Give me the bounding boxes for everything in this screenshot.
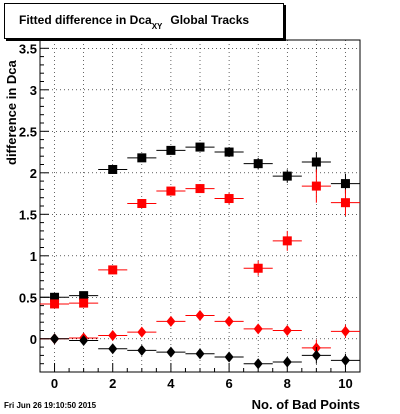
- data-point-diamond: [108, 329, 118, 341]
- data-point-square: [50, 299, 60, 309]
- data-point-diamond: [137, 344, 147, 356]
- data-point-square: [137, 199, 147, 209]
- grid-lines: [40, 40, 360, 372]
- y-tick-label: 1.5: [19, 207, 37, 222]
- y-tick-label: 0: [30, 332, 37, 347]
- y-tick-label: 3: [30, 83, 37, 98]
- title-main-text: Fitted difference in Dca: [19, 13, 152, 27]
- data-point-diamond: [311, 349, 321, 361]
- data-point-diamond: [79, 334, 89, 346]
- data-point-square: [195, 184, 205, 194]
- data-point-square: [195, 142, 205, 152]
- data-point-diamond: [166, 315, 176, 327]
- data-point-square: [108, 265, 118, 275]
- data-point-diamond: [253, 323, 263, 335]
- data-point-diamond: [137, 326, 147, 338]
- data-point-diamond: [195, 348, 205, 360]
- datestamp: Fri Jun 26 19:10:50 2015: [4, 401, 97, 410]
- data-point-square: [166, 186, 176, 196]
- y-tick-label: 2.5: [19, 124, 37, 139]
- data-point-square: [79, 298, 89, 308]
- data-point-diamond: [253, 358, 263, 370]
- data-point-square: [253, 159, 263, 169]
- data-point-diamond: [195, 310, 205, 322]
- data-point-square: [340, 198, 350, 208]
- data-point-square: [282, 236, 292, 246]
- data-point-diamond: [340, 354, 350, 366]
- title-rest-text: Global Tracks: [170, 13, 250, 27]
- data-point-diamond: [282, 356, 292, 368]
- data-point-diamond: [282, 325, 292, 336]
- x-tick-label: 8: [284, 376, 291, 391]
- data-point-square: [224, 147, 234, 157]
- data-point-square: [50, 292, 60, 302]
- x-tick-label: 10: [338, 376, 352, 391]
- data-point-square: [79, 291, 89, 301]
- x-tick-label: 4: [167, 376, 175, 391]
- data-point-square: [340, 179, 350, 189]
- data-point-square: [311, 157, 321, 167]
- data-point-square: [137, 153, 147, 163]
- data-point-diamond: [108, 343, 118, 355]
- chart-title: Fitted difference in DcaXY Global Tracks: [19, 13, 250, 31]
- data-point-diamond: [224, 351, 234, 363]
- data-point-square: [166, 145, 176, 155]
- data-point-diamond: [340, 325, 350, 337]
- x-axis-label: No. of Bad Points: [251, 397, 360, 412]
- data-point-square: [253, 263, 263, 273]
- data-point-square: [224, 194, 234, 204]
- data-point-square: [282, 171, 292, 181]
- y-tick-label: 0.5: [19, 290, 37, 305]
- y-tick-label: 3.5: [19, 41, 37, 56]
- data-points: [40, 142, 360, 370]
- x-tick-label: 2: [109, 376, 116, 391]
- x-tick-label: 0: [51, 376, 58, 391]
- x-tick-label: 6: [225, 376, 232, 391]
- data-point-diamond: [224, 315, 234, 327]
- title-subscript: XY: [151, 22, 163, 31]
- data-point-diamond: [50, 333, 60, 345]
- data-point-square: [108, 164, 118, 174]
- y-tick-label: 1: [30, 249, 37, 264]
- data-point-square: [311, 181, 321, 191]
- data-point-diamond: [166, 346, 176, 358]
- y-tick-label: 2: [30, 166, 37, 181]
- y-axis-label: difference in Dca: [4, 60, 19, 165]
- title-box: Fitted difference in DcaXY Global Tracks: [4, 3, 284, 39]
